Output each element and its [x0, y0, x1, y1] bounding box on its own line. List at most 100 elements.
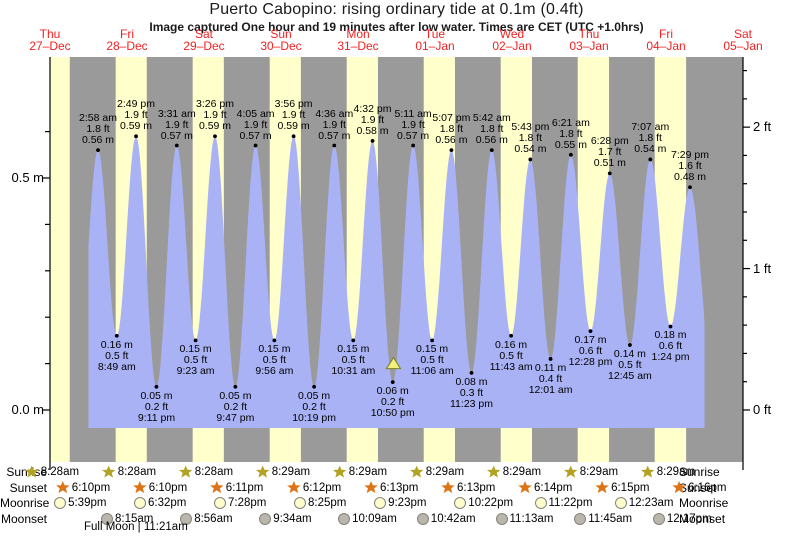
low-tide-label: 0.05 m 0.2 ft 9:11 pm: [137, 389, 176, 424]
sunrise-time: 8:28am: [194, 466, 234, 478]
moonrise-row-label: Moonrise: [679, 496, 729, 510]
sunrise-icon: [101, 465, 116, 478]
high-tide-label: 2:49 pm 1.9 ft 0.59 m: [117, 98, 155, 133]
high-tide-dot: [370, 138, 375, 143]
sunset-time: 6:16pm: [688, 481, 727, 494]
weekday: Thu: [39, 27, 61, 41]
moonset-icon: [652, 512, 665, 525]
moonrise-time: 10:22pm: [468, 497, 514, 509]
high-tide-label: 6:28 pm 1.7 ft 0.51 m: [590, 135, 629, 170]
sunrise-entry: 8:28am: [24, 465, 80, 479]
date: 29–Dec: [183, 38, 225, 53]
moonrise-time: 5:39pm: [68, 497, 107, 509]
high-tide-dot: [332, 143, 337, 148]
low-tide-label: 0.17 m 0.6 ft 12:28 pm: [568, 334, 613, 369]
right-axis-label: 2 ft: [753, 119, 772, 135]
moonrise-entry: 7:28pm: [214, 496, 266, 510]
right-axis-label: 1 ft: [753, 260, 772, 276]
moonrise-time: 9:23pm: [388, 497, 427, 509]
sunrise-icon: [178, 465, 193, 478]
moonset-entry: 9:34am: [259, 512, 312, 526]
sunset-time: 6:13pm: [380, 481, 419, 494]
high-tide-dot: [449, 148, 454, 153]
sunrise-icon: [486, 465, 501, 478]
right-axis-label: 0 ft: [753, 402, 772, 417]
sunset-time: 6:12pm: [302, 481, 342, 494]
sunset-entry: 6:13pm: [441, 481, 495, 495]
moonset-icon: [259, 512, 272, 525]
low-tide-label: 0.15 m 0.5 ft 10:31 am: [331, 343, 376, 378]
sunrise-icon: [409, 465, 424, 478]
date: 05–Jan: [723, 38, 763, 53]
sunrise-icon: [24, 465, 39, 478]
weekday: Wed: [499, 27, 525, 41]
sunset-icon: [210, 481, 224, 494]
moonset-icon: [416, 512, 429, 525]
sunset-time: 6:10pm: [71, 481, 111, 494]
low-tide-dot: [588, 329, 593, 334]
left-axis-label: 0.5 m: [11, 170, 44, 185]
sunrise-time: 8:29am: [271, 466, 311, 478]
sunset-entry: 6:15pm: [595, 481, 649, 495]
moonrise-time: 11:22pm: [548, 497, 593, 509]
sunrise-row-label: Sunrise: [6, 465, 47, 479]
high-tide-label: 5:07 pm 1.8 ft 0.56 m: [432, 112, 471, 147]
moonset-time: 11:13am: [509, 512, 554, 525]
low-tide-dot: [469, 370, 474, 375]
day-label: Tue 01–Jan: [415, 28, 455, 53]
day-label: Thu 03–Jan: [569, 28, 608, 52]
moonset-icon: [180, 512, 193, 525]
high-tide-dot: [96, 148, 100, 153]
sunset-time: 6:10pm: [148, 481, 188, 494]
high-tide-dot: [174, 143, 179, 148]
moonset-row-label: Moonset: [0, 511, 47, 526]
moonrise-entry: 11:22pm: [534, 496, 593, 510]
high-tide-dot: [528, 157, 533, 162]
low-tide-label: 0.11 m 0.4 ft 12:01 am: [528, 361, 573, 396]
daylight-band: [50, 57, 70, 462]
low-tide-dot: [233, 384, 238, 389]
low-tide-label: 0.08 m 0.3 ft 11:23 pm: [450, 375, 493, 410]
sunrise-row-label: Sunrise: [679, 465, 720, 479]
low-tide-label: 0.05 m 0.2 ft 10:19 pm: [292, 389, 336, 424]
moonset-time: 9:34am: [273, 512, 312, 525]
moonrise-icon: [454, 497, 467, 509]
sunrise-time: 8:29am: [656, 466, 696, 478]
high-tide-dot: [134, 134, 138, 139]
moonset-entry: 12:17pm: [652, 512, 712, 526]
high-tide-dot: [411, 143, 416, 148]
low-tide-dot: [628, 343, 632, 347]
low-tide-label: 0.06 m 0.2 ft 10:50 pm: [370, 385, 415, 420]
high-tide-dot: [568, 152, 573, 157]
sunset-icon: [595, 481, 609, 494]
weekday: Sat: [194, 27, 213, 41]
sunset-icon: [133, 481, 147, 494]
high-tide-label: 3:56 pm 1.9 ft 0.59 m: [274, 98, 313, 133]
sunrise-entry: 8:29am: [486, 465, 541, 479]
high-tide-label: 5:42 am 1.8 ft 0.56 m: [472, 112, 511, 147]
moonset-time: 10:42am: [430, 512, 476, 525]
moonrise-entry: 10:22pm: [454, 496, 513, 510]
day-label: Sat 29–Dec: [183, 27, 225, 53]
sunrise-icon: [255, 465, 270, 478]
high-tide-dot: [688, 185, 692, 190]
date: 01–Jan: [415, 38, 455, 53]
low-tide-dot: [272, 338, 277, 343]
moonset-icon: [495, 512, 508, 525]
tide-area: [88, 136, 705, 428]
high-tide-label: 4:36 am 1.9 ft 0.57 m: [315, 107, 354, 142]
sunset-entry: 6:11pm: [210, 481, 264, 495]
date: 04–Jan: [646, 38, 686, 53]
sunrise-icon: [563, 465, 578, 478]
sunrise-time: 8:28am: [40, 466, 80, 478]
sunrise-entry: 8:29am: [640, 465, 696, 479]
day-label: Thu 27–Dec: [29, 27, 70, 52]
date: 28–Dec: [106, 38, 148, 53]
weekday: Fri: [120, 27, 134, 41]
sunset-time: 6:11pm: [225, 481, 264, 494]
sunset-entry: 6:14pm: [518, 481, 572, 495]
day-label: Sat 05–Jan: [723, 28, 763, 53]
moonrise-entry: 12:23am: [614, 496, 673, 510]
